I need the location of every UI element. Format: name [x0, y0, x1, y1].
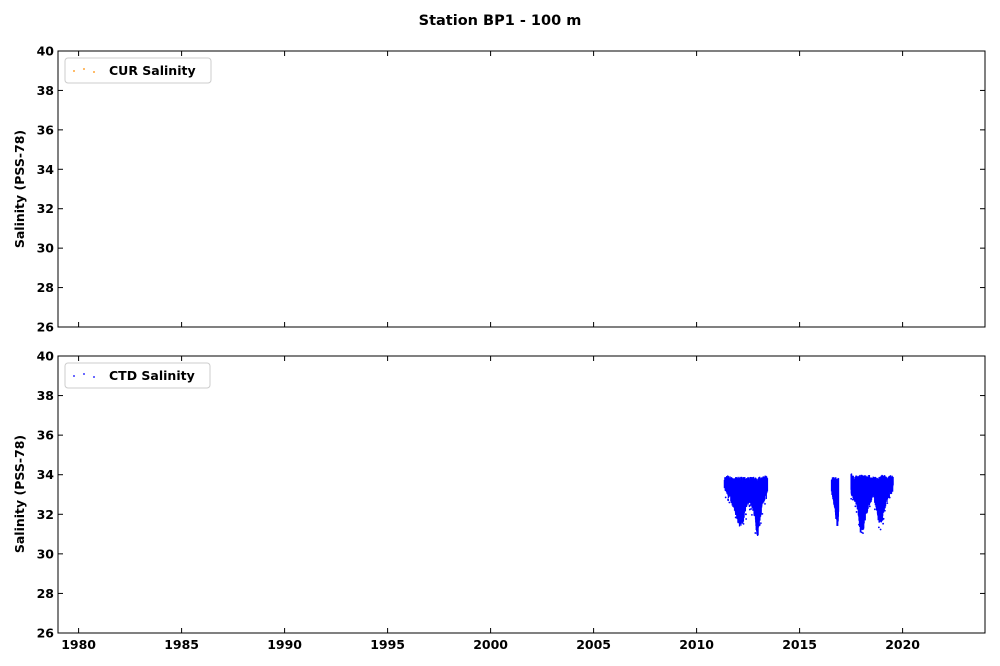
- y-tick-label: 28: [37, 280, 54, 295]
- legend: CTD Salinity: [64, 362, 211, 389]
- y-tick-label: 30: [37, 546, 55, 561]
- data-points: [723, 473, 894, 536]
- x-tick-label: 1985: [164, 637, 199, 652]
- y-tick-label: 32: [37, 507, 54, 522]
- x-tick-label: 2020: [885, 637, 920, 652]
- x-axis-ticks: 1980 1985 1990 1995 2000 2005 2010 2015 2020: [61, 356, 920, 652]
- y-axis-ticks: 26 28 30 32 34 36 38 40: [37, 44, 985, 335]
- x-tick-label: 2005: [576, 637, 611, 652]
- legend-label: CUR Salinity: [109, 63, 196, 78]
- y-tick-label: 40: [37, 349, 55, 364]
- plot-area: [57, 50, 986, 328]
- data-point: [751, 513, 753, 516]
- data-point: [759, 522, 762, 525]
- data-point: [754, 532, 757, 534]
- x-axis-ticks: [78, 51, 904, 327]
- data-point: [879, 528, 882, 531]
- y-tick-label: 38: [37, 388, 54, 403]
- data-point: [745, 518, 748, 520]
- data-point: [734, 516, 737, 519]
- figure-title: Station BP1 - 100 m: [419, 13, 582, 29]
- x-tick-label: 2000: [473, 637, 508, 652]
- data-point: [855, 511, 858, 513]
- y-tick-label: 36: [37, 428, 55, 443]
- data-point: [742, 522, 745, 525]
- legend-marker: [73, 68, 95, 73]
- legend-box: [64, 57, 212, 84]
- data-point: [888, 496, 891, 499]
- data-point: [761, 512, 764, 515]
- data-point: [758, 524, 761, 527]
- y-axis-label: Salinity (PSS-78): [12, 435, 27, 553]
- x-tick-label: 1995: [370, 637, 405, 652]
- data-point: [745, 513, 747, 516]
- y-tick-label: 26: [37, 320, 55, 335]
- data-point: [862, 532, 864, 535]
- x-tick-label: 1980: [61, 637, 96, 652]
- legend-label: CTD Salinity: [109, 368, 195, 383]
- y-tick-label: 26: [37, 626, 55, 641]
- data-point: [886, 502, 889, 505]
- data-point: [882, 517, 885, 520]
- x-tick-label: 1990: [267, 637, 302, 652]
- data-point: [854, 505, 857, 508]
- y-axis-ticks: 26 28 30 32 34 36 38 40: [37, 349, 985, 641]
- data-point: [727, 499, 730, 502]
- data-point: [882, 522, 885, 525]
- y-tick-label: 30: [37, 241, 55, 256]
- data-point: [724, 496, 727, 499]
- y-axis-label: Salinity (PSS-78): [12, 130, 27, 248]
- plot-area: [57, 355, 986, 634]
- x-tick-label: 2010: [679, 637, 714, 652]
- legend-box: [64, 362, 211, 389]
- data-point: [884, 509, 886, 512]
- legend-marker: [73, 373, 95, 378]
- ctd-salinity-panel: 26 28 30 32 34 36 38 40 1980 1985 1990 1995 2000 200…: [12, 349, 986, 652]
- data-point: [750, 508, 752, 510]
- legend: CUR Salinity: [64, 57, 212, 84]
- data-point: [764, 502, 766, 505]
- y-tick-label: 36: [37, 122, 55, 137]
- data-point: [866, 511, 868, 514]
- data-point: [877, 526, 880, 529]
- data-point: [748, 504, 751, 507]
- y-tick-label: 34: [37, 162, 55, 177]
- cur-salinity-panel: 26 28 30 32 34 36 38 40 Salinity (PSS-78) CUR S…: [12, 44, 986, 335]
- y-tick-label: 40: [37, 44, 55, 59]
- data-point: [850, 497, 853, 500]
- data-point: [728, 501, 731, 504]
- x-tick-label: 2015: [782, 637, 817, 652]
- y-tick-label: 34: [37, 467, 55, 482]
- data-point: [868, 505, 871, 508]
- y-tick-label: 32: [37, 201, 54, 216]
- data-point: [873, 508, 876, 511]
- y-tick-label: 28: [37, 586, 54, 601]
- y-tick-label: 38: [37, 83, 54, 98]
